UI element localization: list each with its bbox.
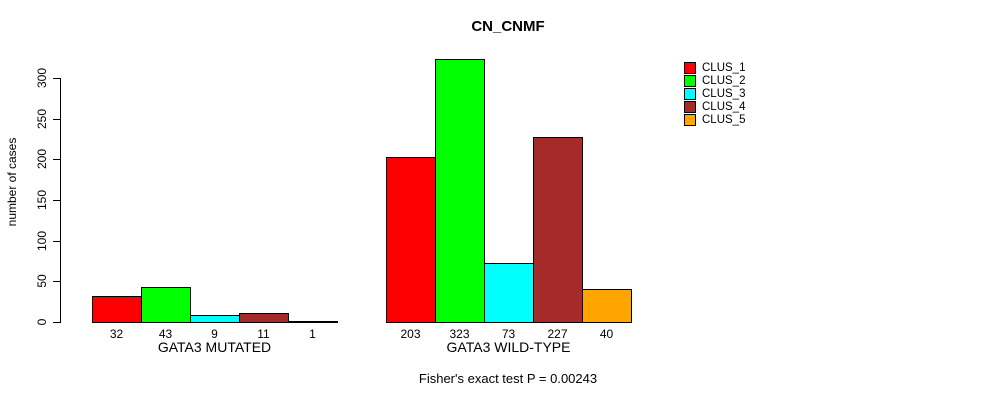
y-axis-line xyxy=(60,78,61,323)
bar-CLUS_4 xyxy=(533,137,583,323)
y-tick-label: 200 xyxy=(35,148,49,170)
y-tick-label: 100 xyxy=(35,230,49,252)
bar-value-label: 323 xyxy=(449,327,470,341)
bar-CLUS_3 xyxy=(484,263,534,323)
bar-value-label: 40 xyxy=(599,327,614,341)
bar-value-label: 1 xyxy=(309,327,316,341)
bar-value-label: 43 xyxy=(158,327,173,341)
legend-label: CLUS_1 xyxy=(702,61,746,74)
legend-item: CLUS_5 xyxy=(684,113,746,126)
bar-CLUS_5 xyxy=(582,289,632,323)
legend-label: CLUS_3 xyxy=(702,87,746,100)
bar-CLUS_1 xyxy=(92,296,142,323)
y-tick-label: 150 xyxy=(35,189,49,211)
y-tick-label: 300 xyxy=(35,67,49,89)
legend-swatch xyxy=(684,113,696,126)
bar-CLUS_2 xyxy=(141,287,191,323)
y-tick xyxy=(53,241,60,242)
y-tick-label: 0 xyxy=(35,318,49,326)
group-label: GATA3 WILD-TYPE xyxy=(446,339,571,355)
y-tick xyxy=(53,281,60,282)
legend: CLUS_1 CLUS_2 CLUS_3 CLUS_4 CLUS_5 xyxy=(684,61,746,126)
bar-value-label: 227 xyxy=(547,327,568,341)
legend-item: CLUS_1 xyxy=(684,61,746,74)
bar-CLUS_3 xyxy=(190,315,240,323)
legend-item: CLUS_3 xyxy=(684,87,746,100)
y-tick xyxy=(53,159,60,160)
legend-swatch xyxy=(684,100,696,113)
y-tick-label: 250 xyxy=(35,108,49,130)
y-axis-label: number of cases xyxy=(5,137,19,227)
y-tick xyxy=(53,200,60,201)
bar-value-label: 9 xyxy=(211,327,218,341)
y-tick xyxy=(53,78,60,79)
y-tick xyxy=(53,322,60,323)
bar-value-label: 203 xyxy=(400,327,421,341)
footer-annotation: Fisher's exact test P = 0.00243 xyxy=(418,371,598,386)
y-tick-label: 50 xyxy=(35,274,49,288)
legend-label: CLUS_2 xyxy=(702,74,746,87)
legend-label: CLUS_4 xyxy=(702,100,746,113)
bar-CLUS_1 xyxy=(386,157,436,323)
bar-CLUS_5 xyxy=(288,321,338,323)
legend-swatch xyxy=(684,87,696,100)
y-tick xyxy=(53,119,60,120)
legend-item: CLUS_4 xyxy=(684,100,746,113)
legend-label: CLUS_5 xyxy=(702,113,746,126)
chart-title: CN_CNMF xyxy=(471,18,545,35)
bar-CLUS_4 xyxy=(239,313,289,323)
bar-value-label: 11 xyxy=(257,327,270,341)
group-label: GATA3 MUTATED xyxy=(157,339,272,355)
legend-item: CLUS_2 xyxy=(684,74,746,87)
bar-value-label: 32 xyxy=(109,327,124,341)
bar-value-label: 73 xyxy=(501,327,516,341)
bar-CLUS_2 xyxy=(435,59,485,323)
legend-swatch xyxy=(684,74,696,87)
legend-swatch xyxy=(684,61,696,74)
